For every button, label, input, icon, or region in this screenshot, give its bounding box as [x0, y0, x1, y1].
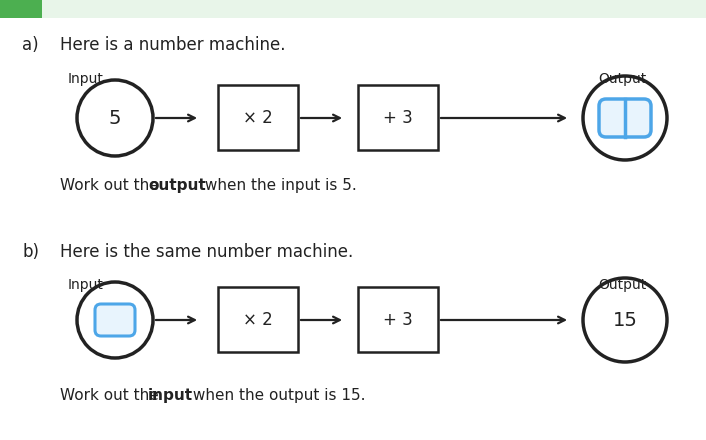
Bar	[218, 85, 298, 150]
Text: Here is the same number machine.: Here is the same number machine.	[60, 243, 353, 261]
Text: × 2: × 2	[243, 311, 273, 329]
Text: when the input is 5.: when the input is 5.	[200, 178, 357, 193]
Text: + 3: + 3	[383, 109, 413, 127]
Circle shape	[77, 282, 153, 358]
Text: × 2: × 2	[243, 109, 273, 127]
Circle shape	[77, 80, 153, 156]
Circle shape	[583, 76, 667, 160]
Text: 15: 15	[613, 311, 638, 330]
Text: Output: Output	[598, 72, 646, 86]
Bar	[0, 0, 706, 18]
Bar	[218, 287, 298, 352]
Circle shape	[583, 278, 667, 362]
Text: a): a)	[22, 36, 39, 54]
Text: input: input	[148, 388, 193, 403]
Text: Input: Input	[68, 72, 104, 86]
Text: b): b)	[22, 243, 39, 261]
Text: 5: 5	[109, 109, 121, 128]
Text: Work out the: Work out the	[60, 178, 164, 193]
FancyBboxPatch shape	[95, 304, 135, 336]
Text: when the output is 15.: when the output is 15.	[188, 388, 366, 403]
FancyBboxPatch shape	[599, 99, 651, 137]
Bar	[0, 0, 42, 18]
Text: Work out the: Work out the	[60, 388, 164, 403]
Text: Here is a number machine.: Here is a number machine.	[60, 36, 285, 54]
Text: output: output	[148, 178, 205, 193]
Bar	[358, 85, 438, 150]
Bar	[358, 287, 438, 352]
Text: + 3: + 3	[383, 311, 413, 329]
Text: Output: Output	[598, 278, 646, 292]
Text: Input: Input	[68, 278, 104, 292]
